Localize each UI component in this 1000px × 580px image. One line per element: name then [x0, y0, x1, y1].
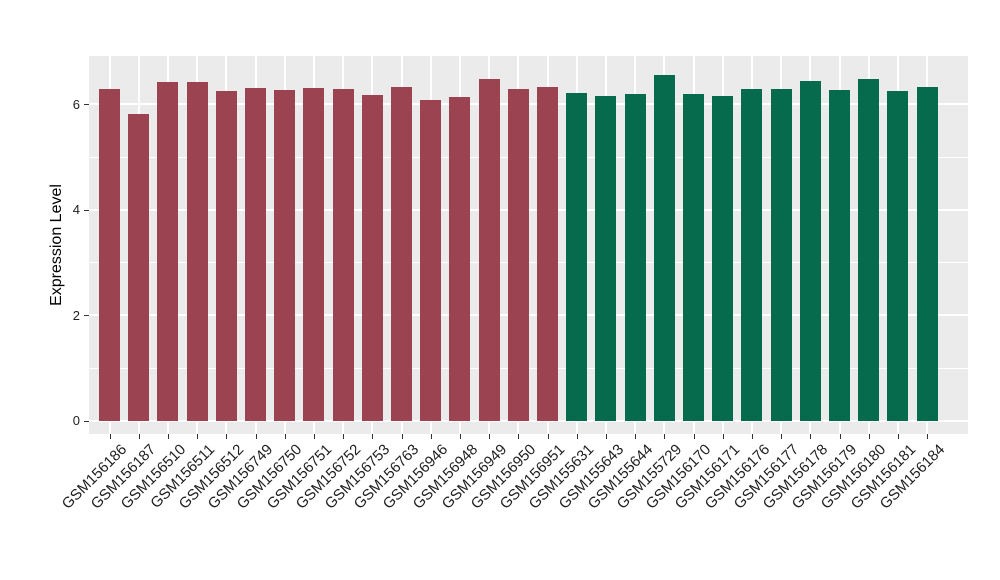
x-tick-mark — [839, 434, 841, 439]
y-tick-mark — [84, 420, 89, 422]
x-tick-mark — [255, 434, 257, 439]
y-tick-mark — [84, 209, 89, 211]
major-gridline — [89, 419, 968, 422]
bar-GSM155631 — [566, 92, 588, 421]
x-tick-mark — [722, 434, 724, 439]
bar-GSM156752 — [332, 89, 354, 421]
x-tick-mark — [664, 434, 666, 439]
x-tick-mark — [343, 434, 345, 439]
bar-GSM156948 — [449, 96, 471, 421]
bar-GSM156510 — [157, 82, 179, 421]
bar-GSM156751 — [303, 88, 325, 421]
x-tick-mark — [576, 434, 578, 439]
bar-GSM156753 — [361, 94, 383, 421]
y-tick-label: 6 — [72, 96, 80, 112]
x-tick-mark — [226, 434, 228, 439]
x-tick-mark — [810, 434, 812, 439]
y-tick-label: 4 — [72, 202, 80, 218]
x-tick-mark — [430, 434, 432, 439]
y-tick-label: 0 — [72, 413, 80, 429]
bar-GSM156763 — [391, 86, 412, 421]
y-tick-label: 2 — [72, 307, 80, 323]
bar-GSM156176 — [741, 88, 763, 421]
x-tick-mark — [459, 434, 461, 439]
bar-GSM156511 — [186, 81, 208, 421]
bar-GSM156949 — [478, 78, 500, 421]
x-tick-mark — [547, 434, 549, 439]
bar-GSM155644 — [624, 93, 646, 421]
bar-GSM156184 — [916, 86, 938, 421]
x-tick-mark — [518, 434, 520, 439]
bar-GSM156171 — [712, 96, 734, 421]
bar-GSM156179 — [829, 90, 850, 421]
bar-GSM155643 — [595, 95, 617, 421]
plot-panel — [89, 56, 968, 434]
x-tick-mark — [372, 434, 374, 439]
x-tick-mark — [751, 434, 753, 439]
bar-GSM156178 — [799, 81, 821, 421]
y-tick-mark — [84, 315, 89, 317]
x-tick-mark — [897, 434, 899, 439]
x-tick-mark — [781, 434, 783, 439]
bar-GSM156750 — [274, 90, 296, 421]
bar-GSM155729 — [653, 74, 675, 421]
bar-GSM156951 — [537, 87, 558, 421]
x-tick-mark — [138, 434, 140, 439]
x-tick-mark — [313, 434, 315, 439]
x-tick-mark — [489, 434, 491, 439]
x-tick-mark — [167, 434, 169, 439]
x-tick-mark — [401, 434, 403, 439]
bar-GSM156946 — [420, 100, 442, 421]
x-tick-mark — [868, 434, 870, 439]
x-tick-mark — [197, 434, 199, 439]
bar-GSM156950 — [507, 89, 529, 421]
x-tick-mark — [284, 434, 286, 439]
x-tick-mark — [927, 434, 929, 439]
bar-GSM156181 — [887, 90, 909, 421]
bar-GSM156180 — [858, 79, 880, 421]
bar-GSM156749 — [245, 88, 266, 421]
bar-GSM156187 — [128, 113, 150, 421]
x-tick-mark — [605, 434, 607, 439]
x-tick-mark — [635, 434, 637, 439]
bar-GSM156177 — [770, 89, 792, 421]
x-tick-mark — [109, 434, 111, 439]
bar-GSM156170 — [683, 93, 704, 421]
y-tick-mark — [84, 104, 89, 106]
x-tick-mark — [693, 434, 695, 439]
bar-GSM156512 — [215, 91, 237, 421]
bar-GSM156186 — [99, 88, 120, 421]
